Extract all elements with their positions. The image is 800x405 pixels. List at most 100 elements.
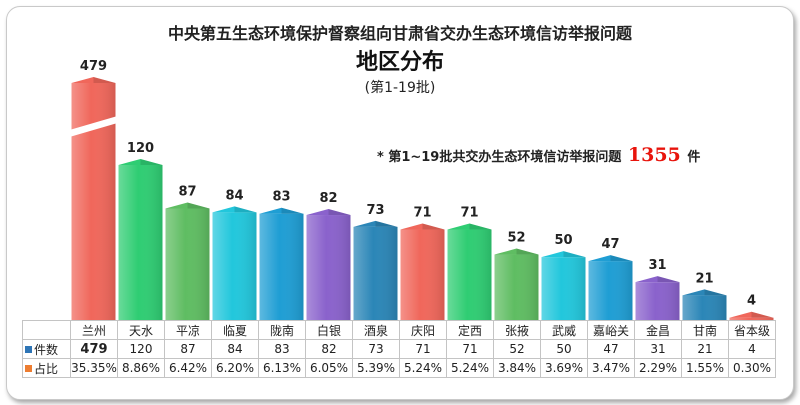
bar-shading [729, 317, 774, 320]
share-cell: 1.55% [681, 358, 729, 378]
share-cell: 5.24% [399, 358, 447, 378]
share-cell: 35.35% [70, 358, 118, 378]
bar-金昌 [635, 276, 680, 320]
bar-武威 [541, 251, 586, 320]
share-cell: 6.05% [305, 358, 353, 378]
count-cell: 21 [681, 339, 729, 359]
category-label: 嘉峪关 [587, 320, 635, 340]
bar-shading [541, 257, 586, 320]
batch-range: (第1-19批) [364, 80, 436, 96]
category-label: 张掖 [493, 320, 541, 340]
bar-shading [400, 229, 445, 320]
bar-cap [306, 209, 351, 216]
category-label: 武威 [540, 320, 588, 340]
bar-shading [635, 282, 680, 320]
bar-cap-shade [328, 209, 351, 216]
bar-cap-shade [187, 202, 210, 209]
bar-cap [588, 255, 633, 262]
bar-shading [682, 295, 727, 320]
share-cell: 0.30% [728, 358, 776, 378]
bar-shading [447, 229, 492, 320]
bar-张掖 [494, 248, 539, 320]
bar-cap [353, 220, 398, 227]
bar-value-label: 71 [413, 206, 431, 221]
bar-cap-shade [704, 289, 727, 296]
bar-甘南 [682, 289, 727, 320]
bar-cap-shade [657, 276, 680, 283]
bar-平凉 [165, 202, 210, 320]
bar-cap [212, 206, 257, 213]
total-note-prefix: * 第1~19批共交办生态环境信访举报问题 [377, 150, 622, 165]
bar-庆阳 [400, 223, 445, 320]
bar-shading [353, 226, 398, 320]
bar-shading [259, 213, 304, 320]
bar-cap [118, 159, 163, 165]
bar-cap-shade [516, 248, 539, 255]
bar-cap-shade [469, 223, 492, 230]
share-row: 占比 35.35% 8.86% 6.42% 6.20% 6.13% 6.05% 5.39% 5… [22, 358, 776, 378]
bar-shading [306, 215, 351, 320]
count-cell: 83 [258, 339, 306, 359]
bar-value-label: 83 [272, 190, 290, 205]
category-label: 金昌 [634, 320, 682, 340]
bar-cap [400, 223, 445, 230]
total-note-suffix: 件 [687, 150, 701, 165]
count-cell: 52 [493, 339, 541, 359]
bar-cap [682, 289, 727, 296]
count-cell: 82 [305, 339, 353, 359]
bar-省本级 [729, 311, 774, 320]
bar-shading [494, 254, 539, 320]
corner-cell [22, 320, 71, 340]
bar-value-label: 82 [319, 191, 337, 206]
category-label: 酒泉 [352, 320, 400, 340]
category-row: 兰州 天水 平凉 临夏 陇南 白银 酒泉 庆阳 定西 张掖 武威 嘉峪关 金昌 甘南 省本级 [22, 320, 776, 340]
share-cell: 6.42% [164, 358, 212, 378]
count-cell: 73 [352, 339, 400, 359]
category-label: 庆阳 [399, 320, 447, 340]
bar-shading [165, 208, 210, 320]
bar-定西 [447, 223, 492, 320]
bar-cap [635, 276, 680, 283]
count-legend-marker [25, 345, 32, 353]
bar-value-label: 50 [554, 233, 572, 248]
bar-cap [494, 248, 539, 255]
bar-兰州 [69, 77, 118, 320]
share-row-label: 占比 [34, 361, 59, 376]
count-row-label: 件数 [34, 342, 59, 357]
bar-value-label: 84 [225, 188, 243, 203]
bar-cap [259, 207, 304, 214]
share-row-header: 占比 [22, 358, 71, 378]
count-cell: 87 [164, 339, 212, 359]
bar-cap [165, 202, 210, 209]
count-cell: 71 [446, 339, 494, 359]
bar-cap-shade [93, 77, 116, 83]
bar-value-label: 479 [80, 59, 107, 74]
category-label: 省本级 [728, 320, 776, 340]
count-cell: 120 [117, 339, 165, 359]
share-legend-marker [25, 364, 32, 372]
category-label: 陇南 [258, 320, 306, 340]
bar-白银 [306, 209, 351, 320]
bar-天水 [118, 159, 163, 320]
bar-临夏 [212, 206, 257, 320]
bar-value-label: 21 [695, 271, 713, 286]
bar-value-label: 4 [747, 294, 756, 309]
count-cell: 31 [634, 339, 682, 359]
bar-value-label: 120 [127, 141, 154, 156]
bar-value-label: 71 [460, 206, 478, 221]
count-cell: 50 [540, 339, 588, 359]
bar-cap [71, 77, 116, 83]
share-cell: 6.13% [258, 358, 306, 378]
bar-value-label: 47 [601, 237, 619, 252]
category-label: 天水 [117, 320, 165, 340]
bar-value-label: 73 [366, 203, 384, 218]
bar-shading [212, 212, 257, 320]
chart-title: 中央第五生态环境保护督察组向甘肃省交办生态环境信访举报问题 [167, 24, 632, 43]
category-label: 兰州 [70, 320, 118, 340]
bar-陇南 [259, 207, 304, 320]
share-cell: 5.24% [446, 358, 494, 378]
bar-cap [447, 223, 492, 230]
bar-value-label: 31 [648, 258, 666, 273]
count-row-header: 件数 [22, 339, 71, 359]
